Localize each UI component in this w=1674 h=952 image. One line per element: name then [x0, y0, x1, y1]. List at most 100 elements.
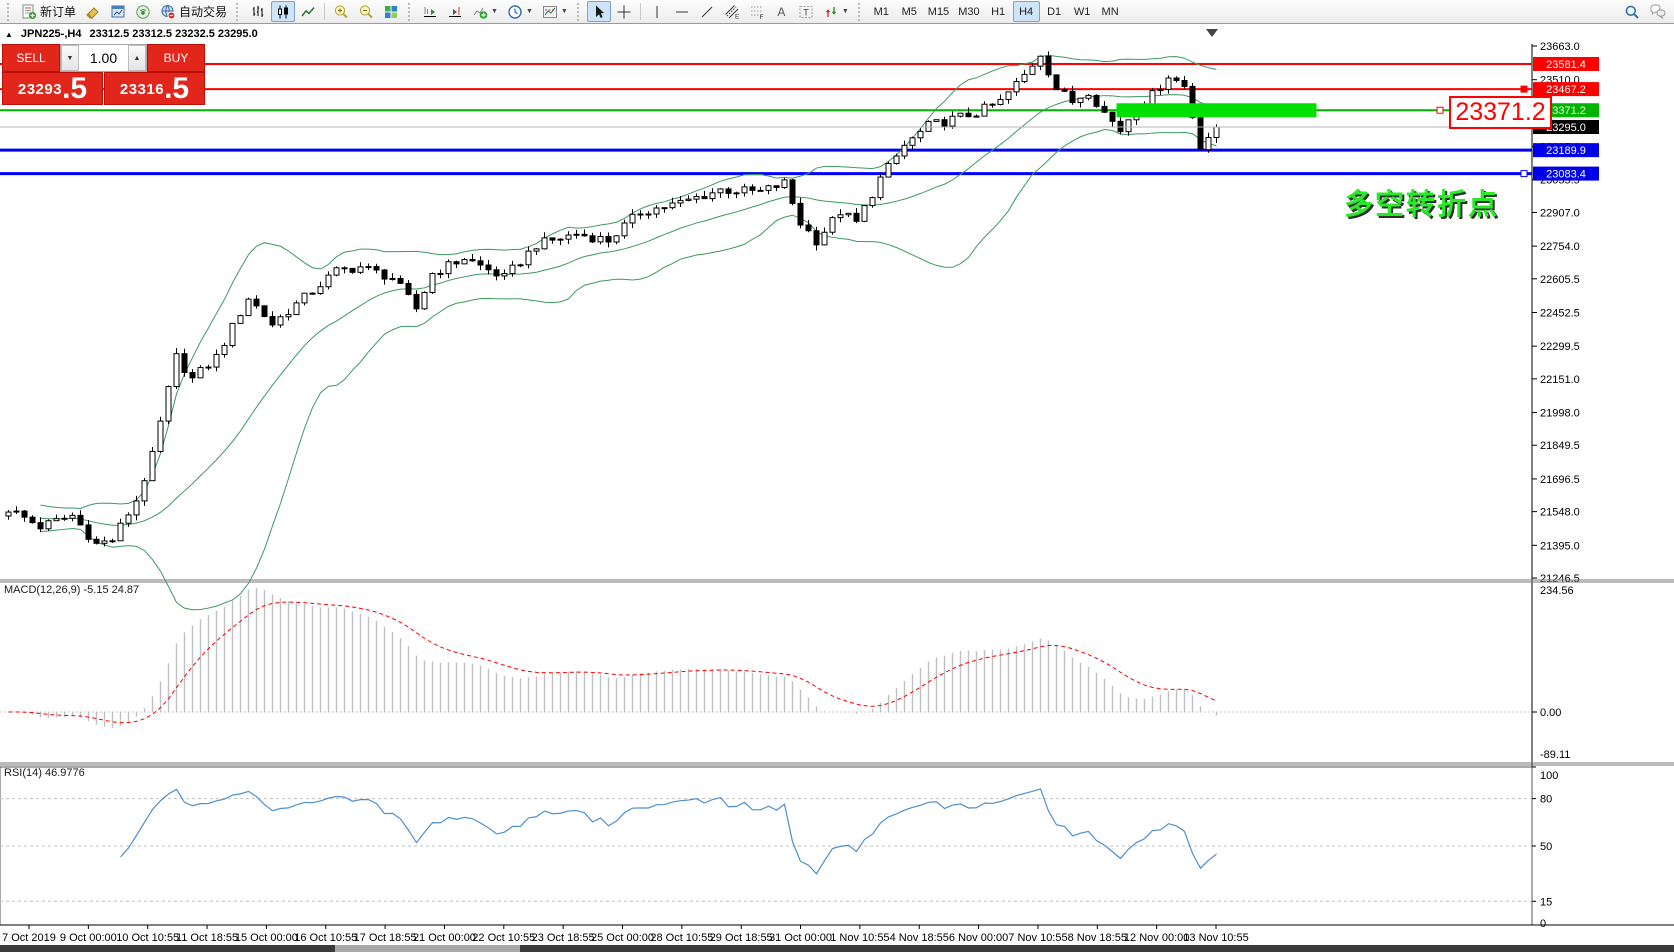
rsi-indicator-label: RSI(14) 46.9776 — [4, 767, 85, 779]
time-axis-label: 10 Oct 10:55 — [116, 932, 179, 944]
fibonacci-tool-button[interactable]: F — [745, 1, 769, 22]
time-axis-label: 6 Nov 00:00 — [949, 932, 1008, 944]
horizontal-line-tool-button[interactable] — [670, 1, 694, 22]
eraser-button[interactable] — [81, 1, 105, 22]
svg-text:21849.5: 21849.5 — [1540, 440, 1580, 452]
templates-button[interactable]: ▼ — [538, 1, 572, 22]
rsi-value: 46.9776 — [44, 767, 85, 779]
toolbar-grip[interactable] — [857, 2, 863, 21]
periods-button[interactable]: ▼ — [503, 1, 537, 22]
svg-text:23083.4: 23083.4 — [1546, 169, 1586, 181]
timeframe-w1-button[interactable]: W1 — [1073, 5, 1091, 18]
chat-button[interactable] — [1645, 1, 1671, 22]
highlight-zone-rect[interactable] — [1116, 103, 1317, 118]
timeframe-d1-button[interactable]: D1 — [1047, 5, 1062, 18]
trendline-tool-button[interactable] — [695, 1, 719, 22]
svg-text:234.56: 234.56 — [1540, 585, 1574, 597]
volume-down-button[interactable]: ▼ — [61, 45, 79, 71]
svg-text:22754.0: 22754.0 — [1540, 241, 1580, 253]
time-axis-label: 16 Oct 10:55 — [294, 932, 357, 944]
crosshair-tool-button[interactable] — [612, 1, 636, 22]
new-order-icon — [21, 4, 37, 20]
svg-text:23295.0: 23295.0 — [1546, 122, 1586, 134]
zoom-in-button[interactable] — [329, 1, 353, 22]
svg-text:-89.11: -89.11 — [1540, 749, 1570, 761]
sell-button[interactable]: SELL — [2, 44, 60, 72]
line-chart-button[interactable] — [296, 1, 320, 22]
horizontal-scrollbar[interactable] — [0, 945, 1674, 952]
indicators-button[interactable]: ▼ — [468, 1, 502, 22]
time-axis-label: 17 Oct 18:55 — [354, 932, 417, 944]
toolbar-grip[interactable] — [7, 2, 12, 21]
svg-text:22605.5: 22605.5 — [1540, 274, 1580, 286]
volume-value[interactable]: 1.00 — [89, 50, 118, 66]
chat-icon — [1649, 4, 1667, 20]
chart-shift-icon — [447, 4, 463, 20]
chart-shift-button[interactable] — [443, 1, 467, 22]
buy-price-big: .5 — [164, 72, 190, 105]
tile-windows-button[interactable] — [379, 1, 403, 22]
chart-symbol-period: JPN225-,H4 — [20, 28, 82, 40]
dropdown-arrow-icon: ▼ — [491, 8, 498, 15]
pivot-note-text[interactable]: 多空转折点 — [1344, 189, 1500, 221]
toolbar-grip[interactable] — [408, 2, 413, 21]
fibonacci-icon: F — [749, 4, 765, 20]
timeframe-mn-button[interactable]: MN — [1101, 5, 1119, 18]
macd-indicator-label: MACD(12,26,9) -5.15 24.87 — [4, 584, 139, 596]
buy-price-button[interactable]: 23316.5 — [104, 72, 205, 105]
toolbar-grip[interactable] — [236, 2, 241, 21]
candlestick-chart-button[interactable] — [271, 1, 296, 22]
auto-scroll-button[interactable] — [418, 1, 442, 22]
equidistant-channel-icon: E — [724, 4, 740, 20]
price-annotation-box[interactable]: 23371.2 — [1449, 96, 1552, 129]
collapse-triangle-icon[interactable]: ▲ — [5, 29, 13, 39]
scrollbar-thumb[interactable] — [335, 945, 520, 952]
svg-text:0: 0 — [1540, 918, 1546, 930]
timeframe-m15-button[interactable]: M15 — [927, 5, 950, 18]
volume-up-button[interactable]: ▲ — [128, 45, 146, 71]
timeframe-h1-button[interactable]: H1 — [991, 5, 1006, 18]
signals-button[interactable] — [131, 1, 155, 22]
sell-price-button[interactable]: 23293.5 — [2, 72, 103, 105]
timeframe-m30-button[interactable]: M30 — [958, 5, 980, 18]
bollinger-bands — [40, 54, 1217, 611]
dropdown-arrow-icon: ▼ — [525, 8, 533, 15]
vertical-line-tool-button[interactable] — [645, 1, 669, 22]
one-click-trading-panel: SELL ▼ 1.00 ▲ BUY 23293.5 23316.5 — [2, 44, 205, 105]
market-window-button[interactable] — [106, 1, 130, 22]
buy-button-label: BUY — [163, 51, 189, 65]
svg-text:E: E — [735, 13, 740, 20]
timeframe-h4-button[interactable]: H4 — [1012, 1, 1040, 22]
macd-panel[interactable]: 234.56 0.00 -89.11 — [0, 585, 1574, 761]
search-button[interactable] — [1620, 1, 1644, 22]
time-axis-label: 9 Oct 00:00 — [60, 932, 117, 944]
timeframe-m5-button[interactable]: M5 — [901, 5, 917, 18]
time-axis-label: 12 Nov 00:00 — [1124, 932, 1189, 944]
buy-button[interactable]: BUY — [147, 44, 205, 72]
svg-text:22151.0: 22151.0 — [1540, 374, 1580, 386]
vertical-line-icon — [649, 4, 665, 20]
arrows-tool-button[interactable]: ▼ — [819, 1, 853, 22]
channel-tool-button[interactable]: E — [720, 1, 744, 22]
cursor-tool-button[interactable] — [586, 1, 611, 22]
candlestick-chart-icon — [275, 4, 291, 20]
svg-text:21696.5: 21696.5 — [1540, 474, 1580, 486]
chart-shift-marker[interactable] — [1206, 29, 1218, 37]
new-order-label: 新订单 — [40, 5, 77, 19]
timeframe-m1-button[interactable]: M1 — [873, 5, 889, 18]
text-label-tool-button[interactable]: T — [794, 1, 818, 22]
auto-trading-button[interactable]: 自动交易 — [156, 1, 231, 22]
time-axis-label: 25 Oct 00:00 — [591, 932, 654, 944]
dropdown-arrow-icon: ▼ — [841, 8, 849, 15]
text-tool-button[interactable]: A — [770, 1, 793, 22]
svg-text:21998.0: 21998.0 — [1540, 408, 1580, 420]
zoom-out-button[interactable] — [354, 1, 378, 22]
toolbar-grip[interactable] — [576, 2, 582, 21]
sell-price-big: .5 — [62, 72, 88, 105]
bar-chart-button[interactable] — [246, 1, 270, 22]
buy-price-main: 23316 — [119, 81, 165, 98]
time-axis-label: 4 Nov 18:55 — [890, 932, 949, 944]
new-order-button[interactable]: 新订单 — [17, 1, 80, 22]
price-chart-canvas[interactable]: 23663.023510.023358.523207.023055.522907… — [0, 24, 1674, 952]
